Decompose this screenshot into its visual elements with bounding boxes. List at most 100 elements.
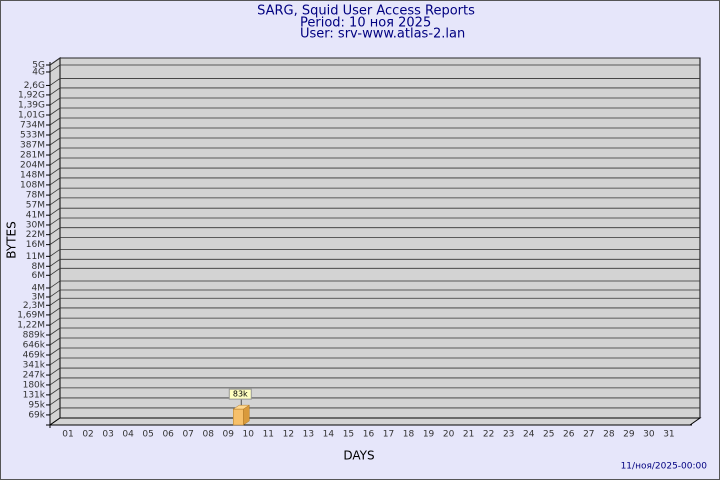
y-tick-label: 1,22M [17, 321, 45, 331]
y-tick-label: 95k [28, 400, 45, 410]
y-tick-label: 16M [26, 240, 45, 250]
y-tick-label: 108M [20, 180, 45, 190]
x-tick-label: 03 [102, 430, 113, 440]
grid-line [49, 367, 700, 376]
grid-line [49, 357, 700, 366]
x-tick-label: 17 [383, 430, 394, 440]
x-tick-label: 27 [583, 430, 594, 440]
y-tick-label: 1,92G [18, 90, 45, 100]
grid-line [49, 187, 700, 196]
grid-line [49, 258, 700, 267]
x-tick-label: 02 [82, 430, 93, 440]
x-tick-label: 21 [463, 430, 474, 440]
y-tick-label: 57M [26, 200, 45, 210]
grid-line [49, 107, 700, 116]
y-tick-label: 734M [20, 120, 45, 130]
grid-line [49, 407, 700, 416]
grid-line [49, 377, 700, 386]
y-tick-label: 11M [26, 252, 45, 262]
y-tick-label: 1,39G [18, 101, 45, 111]
grid-line [49, 267, 700, 276]
period: Period: 10 ноя 2025 [300, 16, 431, 31]
grid-line [49, 197, 700, 206]
grid-line [49, 347, 700, 356]
grid-line [49, 337, 700, 346]
y-tick-label: 30M [26, 220, 45, 230]
x-tick-label: 31 [663, 430, 674, 440]
x-tick-label: 25 [543, 430, 554, 440]
y-tick-label: 889k [23, 331, 46, 341]
x-tick-label: 09 [223, 430, 235, 440]
x-tick-label: 30 [643, 430, 655, 440]
x-tick-label: 04 [122, 430, 134, 440]
grid-line [49, 167, 700, 176]
grid-line [49, 237, 700, 245]
x-tick-label: 16 [363, 430, 375, 440]
grid-line [49, 387, 700, 396]
x-tick-label: 28 [603, 430, 615, 440]
x-tick-label: 13 [303, 430, 314, 440]
grid-line [49, 297, 700, 306]
grid-line [49, 127, 700, 136]
y-tick-label: 69k [28, 410, 45, 420]
y-tick-label: 131k [23, 390, 46, 400]
grid-line [49, 64, 700, 73]
user: User: srv-www.atlas-2.lan [300, 27, 465, 42]
x-axis-label: DAYS [343, 449, 374, 463]
y-tick-label: 41M [26, 211, 45, 221]
y-tick-label: 180k [23, 380, 46, 390]
y-tick-label: 204M [20, 161, 45, 171]
y-tick-label: 3M [32, 292, 46, 302]
grid-line [49, 97, 700, 106]
y-tick-label: 6M [32, 271, 46, 281]
y-tick-label: 148M [20, 171, 45, 181]
y-tick-label: 341k [23, 360, 46, 370]
grid-line [49, 78, 700, 86]
grid-line [49, 147, 700, 156]
grid-line [49, 217, 700, 226]
y-tick-label: 2,6G [24, 81, 45, 91]
x-tick-label: 11 [263, 430, 274, 440]
x-tick-label: 12 [283, 430, 294, 440]
y-tick-label: 4M [32, 283, 46, 293]
grid-line [49, 307, 700, 316]
y-tick-label: 646k [23, 340, 46, 350]
x-tick-label: 26 [563, 430, 575, 440]
y-tick-label: 281M [20, 151, 45, 161]
grid-line [49, 248, 700, 257]
x-tick-label: 01 [62, 430, 73, 440]
y-tick-label: 469k [23, 351, 46, 361]
y-tick-label: 387M [20, 141, 45, 151]
grid-line [49, 227, 700, 235]
x-tick-label: 07 [182, 430, 193, 440]
bar [233, 408, 244, 426]
floor [48, 417, 702, 426]
y-tick-label: 5G [32, 61, 45, 71]
y-tick-label: 533M [20, 131, 45, 141]
grid-line [49, 137, 700, 146]
x-tick-label: 19 [423, 430, 435, 440]
grid-line [49, 289, 700, 298]
grid-line [49, 157, 700, 166]
x-tick-label: 15 [343, 430, 354, 440]
value-label: 83k [233, 390, 248, 399]
grid-line [49, 207, 700, 216]
x-tick-label: 10 [243, 430, 255, 440]
x-tick-label: 18 [403, 430, 415, 440]
y-tick-label: 1,69M [17, 310, 45, 320]
x-tick-label: 23 [503, 430, 514, 440]
x-tick-label: 06 [162, 430, 174, 440]
y-tick-label: 247k [23, 371, 46, 381]
grid-line [49, 397, 700, 406]
y-tick-label: 8M [32, 262, 46, 272]
grid-line [49, 177, 700, 186]
y-tick-label: 1,01G [18, 111, 45, 121]
x-tick-label: 20 [443, 430, 455, 440]
x-tick-label: 14 [323, 430, 335, 440]
y-axis-label: BYTES [5, 221, 19, 258]
grid-line [49, 87, 700, 96]
x-tick-label: 24 [523, 430, 535, 440]
y-tick-label: 2,3M [23, 301, 45, 311]
